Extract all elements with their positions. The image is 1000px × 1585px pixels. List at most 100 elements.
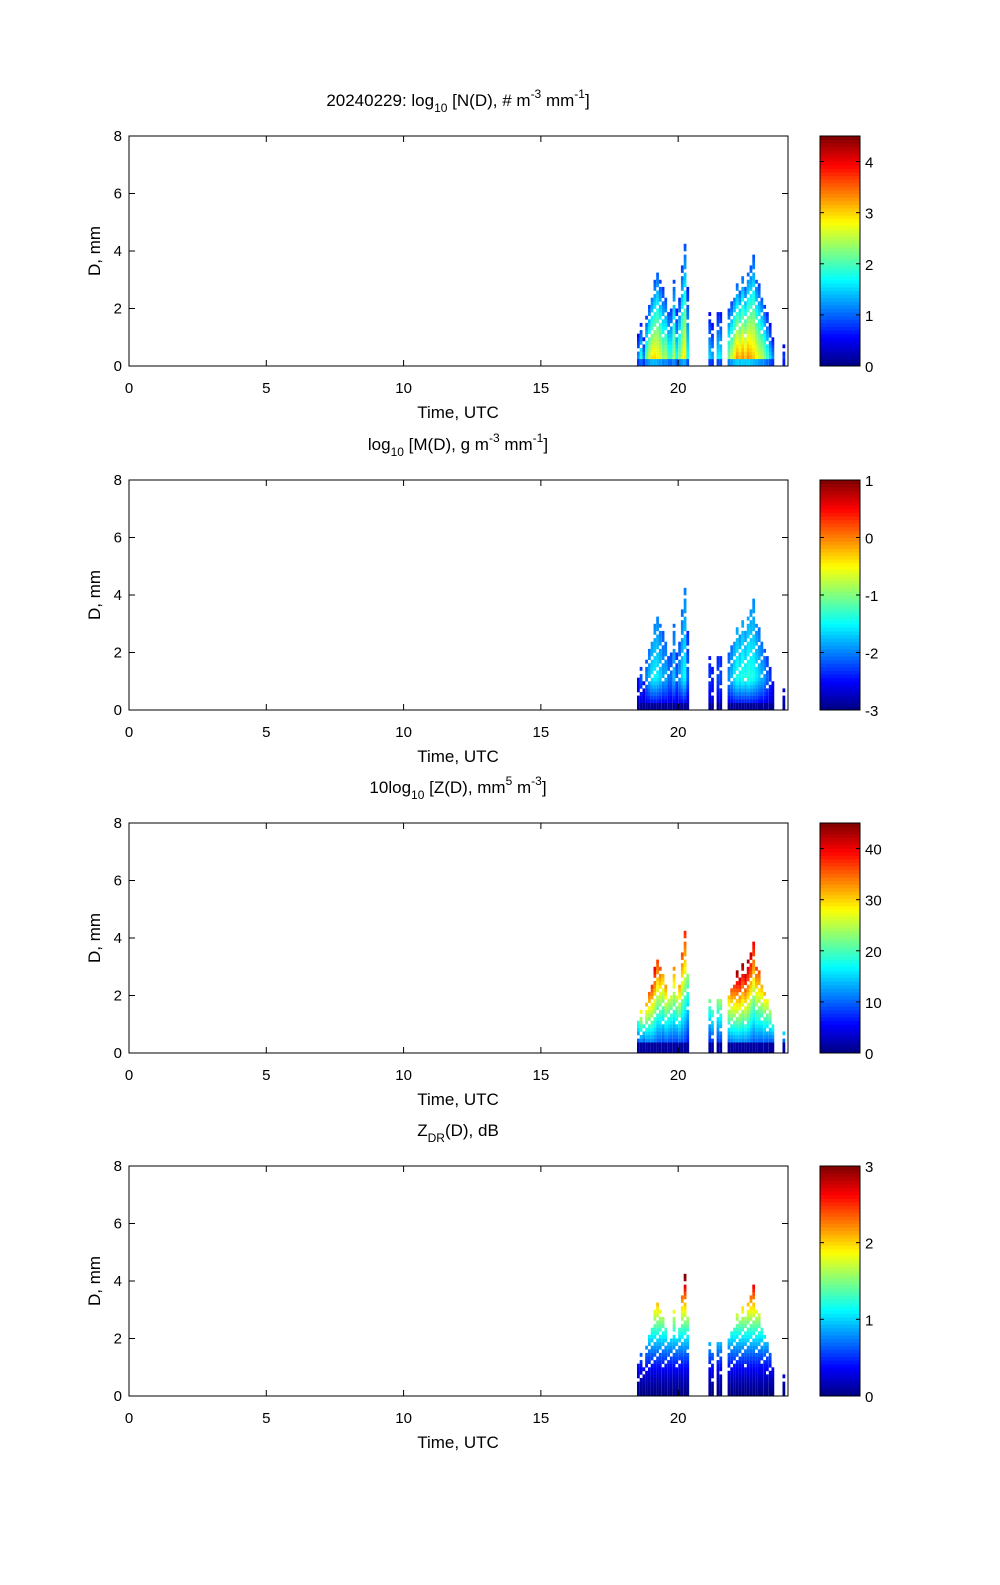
- heatmap-cell: [680, 1381, 684, 1386]
- heatmap-cell: [686, 674, 690, 678]
- heatmap-cell: [653, 1009, 657, 1014]
- heatmap-cell: [669, 1378, 673, 1382]
- heatmap-cell: [711, 355, 714, 360]
- heatmap-cell: [650, 1367, 654, 1372]
- heatmap-cell: [771, 358, 775, 363]
- heatmap-cell: [645, 315, 648, 320]
- heatmap-cell: [746, 1352, 750, 1357]
- heatmap-cell: [749, 1038, 753, 1043]
- heatmap-cell: [733, 319, 736, 324]
- heatmap-cell: [675, 656, 679, 660]
- heatmap-cell: [766, 1374, 769, 1379]
- heatmap-cell: [656, 315, 659, 320]
- heatmap-cell: [675, 1342, 679, 1346]
- heatmap-cell: [752, 623, 756, 628]
- heatmap-cell: [749, 677, 753, 682]
- heatmap-cell: [656, 362, 659, 367]
- heatmap-cell: [766, 692, 769, 696]
- heatmap-cell: [755, 348, 758, 352]
- heatmap-cell: [727, 1370, 731, 1375]
- heatmap-cell: [766, 688, 769, 693]
- heatmap-cell: [648, 670, 651, 675]
- heatmap-cell: [719, 1374, 723, 1379]
- heatmap-cell: [730, 1360, 734, 1364]
- heatmap-cell: [683, 1374, 687, 1379]
- heatmap-cell: [639, 1388, 643, 1393]
- heatmap-cell: [752, 988, 756, 993]
- heatmap-cell: [656, 970, 659, 975]
- y-tick-label: 4: [114, 587, 122, 604]
- colorbar-segment: [820, 684, 860, 689]
- heatmap-cell: [656, 276, 659, 281]
- heatmap-cell: [755, 355, 758, 360]
- heatmap-cell: [733, 659, 736, 664]
- heatmap-cell: [744, 1038, 747, 1043]
- heatmap-cell: [749, 1020, 753, 1025]
- heatmap-cell: [667, 681, 670, 686]
- heatmap-cell: [658, 648, 662, 653]
- heatmap-cell: [656, 1024, 659, 1029]
- heatmap-cell: [650, 706, 654, 711]
- heatmap-cell: [719, 358, 723, 363]
- heatmap-cell: [708, 344, 712, 349]
- colorbar-segment: [820, 1234, 860, 1239]
- heatmap-cell: [683, 934, 687, 939]
- panel-title: 10log10 [Z(D), mm5 m-3]: [369, 774, 546, 802]
- colorbar-segment: [820, 591, 860, 596]
- heatmap-cell: [741, 659, 745, 664]
- heatmap-cell: [716, 1035, 720, 1039]
- heatmap-cell: [757, 648, 761, 653]
- heatmap-cell: [763, 684, 767, 689]
- heatmap-cell: [730, 344, 734, 349]
- heatmap-cell: [752, 1042, 756, 1047]
- heatmap-cell: [716, 330, 720, 334]
- heatmap-cell: [658, 333, 662, 338]
- heatmap-cell: [757, 333, 761, 338]
- heatmap-cell: [733, 1002, 736, 1007]
- colorbar-segment: [820, 1392, 860, 1397]
- heatmap-cell: [669, 1388, 673, 1393]
- heatmap-cell: [711, 695, 714, 700]
- heatmap-cell: [683, 1035, 687, 1039]
- heatmap-cell: [771, 1381, 775, 1386]
- heatmap-cell: [733, 1045, 736, 1050]
- heatmap-cell: [727, 677, 731, 682]
- heatmap-cell: [752, 290, 756, 295]
- heatmap-cell: [752, 333, 756, 338]
- heatmap-cell: [656, 692, 659, 696]
- heatmap-cell: [675, 348, 679, 352]
- heatmap-cell: [675, 1370, 679, 1375]
- heatmap-cell: [752, 1363, 756, 1368]
- heatmap-cell: [752, 1345, 756, 1350]
- heatmap-cell: [708, 362, 712, 367]
- colorbar-segment: [820, 494, 860, 499]
- heatmap-cell: [749, 973, 753, 978]
- heatmap-cell: [757, 1027, 761, 1032]
- heatmap-cell: [678, 663, 681, 668]
- heatmap-cell: [648, 1352, 651, 1357]
- heatmap-cell: [667, 1392, 670, 1397]
- heatmap-cell: [744, 351, 747, 356]
- heatmap-cell: [650, 688, 654, 693]
- heatmap-cell: [683, 283, 687, 288]
- heatmap-cell: [667, 1360, 670, 1364]
- heatmap-cell: [686, 1381, 690, 1386]
- heatmap-cell: [664, 995, 668, 1000]
- title-part: 10: [411, 788, 425, 802]
- heatmap-cell: [752, 995, 756, 1000]
- heatmap-cell: [658, 695, 662, 700]
- heatmap-cell: [738, 984, 742, 989]
- heatmap-cell: [678, 1049, 681, 1054]
- heatmap-cell: [752, 1349, 756, 1354]
- heatmap-cell: [667, 663, 670, 668]
- colorbar-segment: [820, 344, 860, 349]
- heatmap-cell: [768, 1049, 772, 1054]
- heatmap-cell: [669, 684, 673, 689]
- colorbar-segment: [820, 153, 860, 159]
- heatmap-cell: [678, 988, 681, 993]
- heatmap-cell: [733, 1392, 736, 1397]
- heatmap-cell: [683, 587, 687, 592]
- heatmap-cell: [683, 1002, 687, 1007]
- heatmap-cell: [683, 247, 687, 252]
